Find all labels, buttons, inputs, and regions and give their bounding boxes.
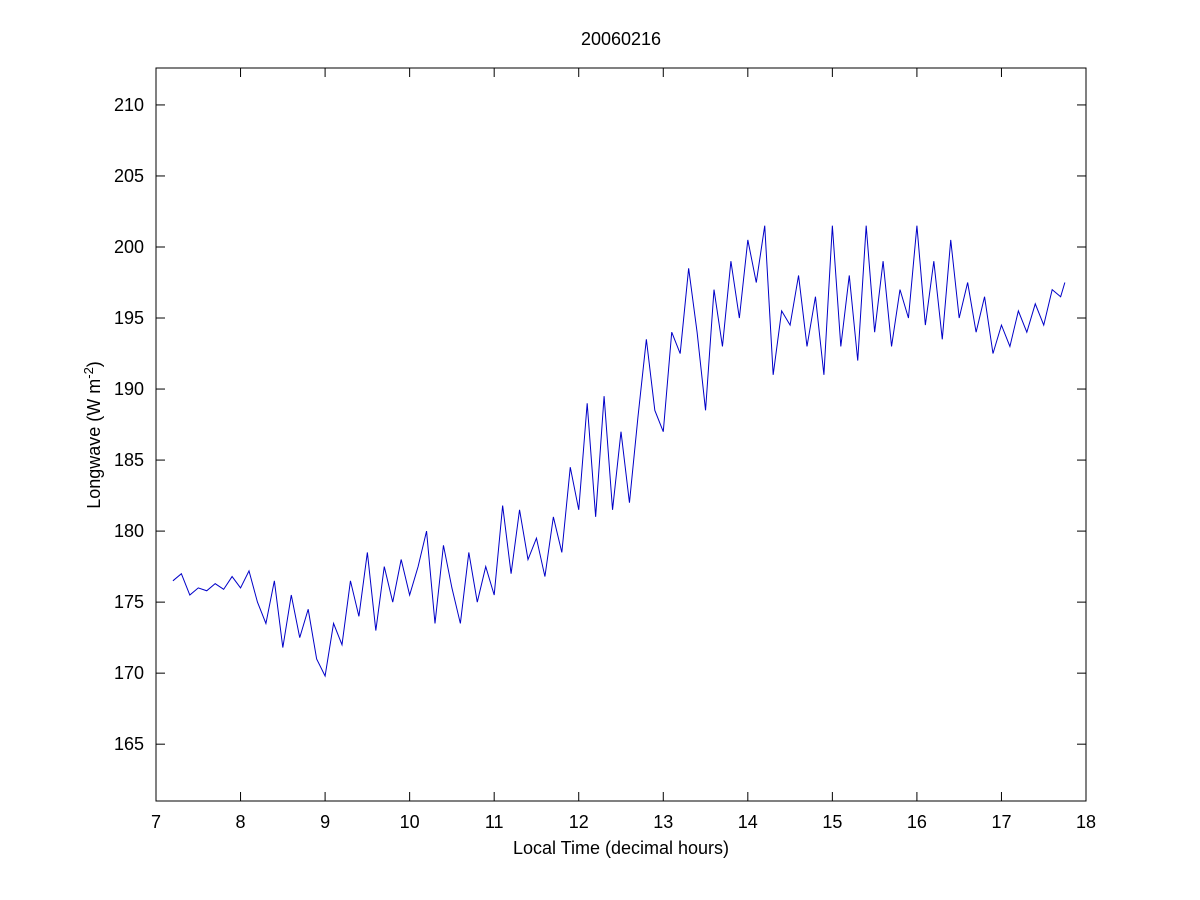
x-tick-label: 12 (569, 812, 589, 832)
x-tick-label: 7 (151, 812, 161, 832)
x-tick-label: 11 (485, 812, 504, 832)
x-tick-label: 15 (822, 812, 842, 832)
x-tick-label: 10 (400, 812, 420, 832)
y-tick-label: 175 (114, 592, 144, 612)
y-axis-label-end: ) (84, 361, 104, 367)
chart-title: 20060216 (581, 29, 661, 49)
x-axis-label: Local Time (decimal hours) (513, 838, 729, 858)
y-axis-label-sup: -2 (81, 367, 96, 379)
x-tick-label: 18 (1076, 812, 1096, 832)
y-tick-label: 165 (114, 734, 144, 754)
y-tick-label: 195 (114, 308, 144, 328)
x-tick-label: 16 (907, 812, 927, 832)
y-tick-label: 170 (114, 663, 144, 683)
x-tick-label: 13 (653, 812, 673, 832)
plot-frame (155, 67, 1087, 802)
y-tick-label: 205 (114, 166, 144, 186)
y-axis-label: Longwave (W m-2) (81, 361, 104, 509)
y-tick-label: 180 (114, 521, 144, 541)
y-tick-label: 190 (114, 379, 144, 399)
x-tick-label: 14 (738, 812, 758, 832)
x-tick-label: 8 (236, 812, 246, 832)
x-tick-label: 9 (320, 812, 330, 832)
y-tick-label: 185 (114, 450, 144, 470)
x-tick-label: 17 (991, 812, 1011, 832)
y-tick-label: 200 (114, 237, 144, 257)
y-tick-label: 210 (114, 95, 144, 115)
data-line (172, 225, 1066, 678)
y-axis-label-text: Longwave (W m (84, 379, 104, 509)
